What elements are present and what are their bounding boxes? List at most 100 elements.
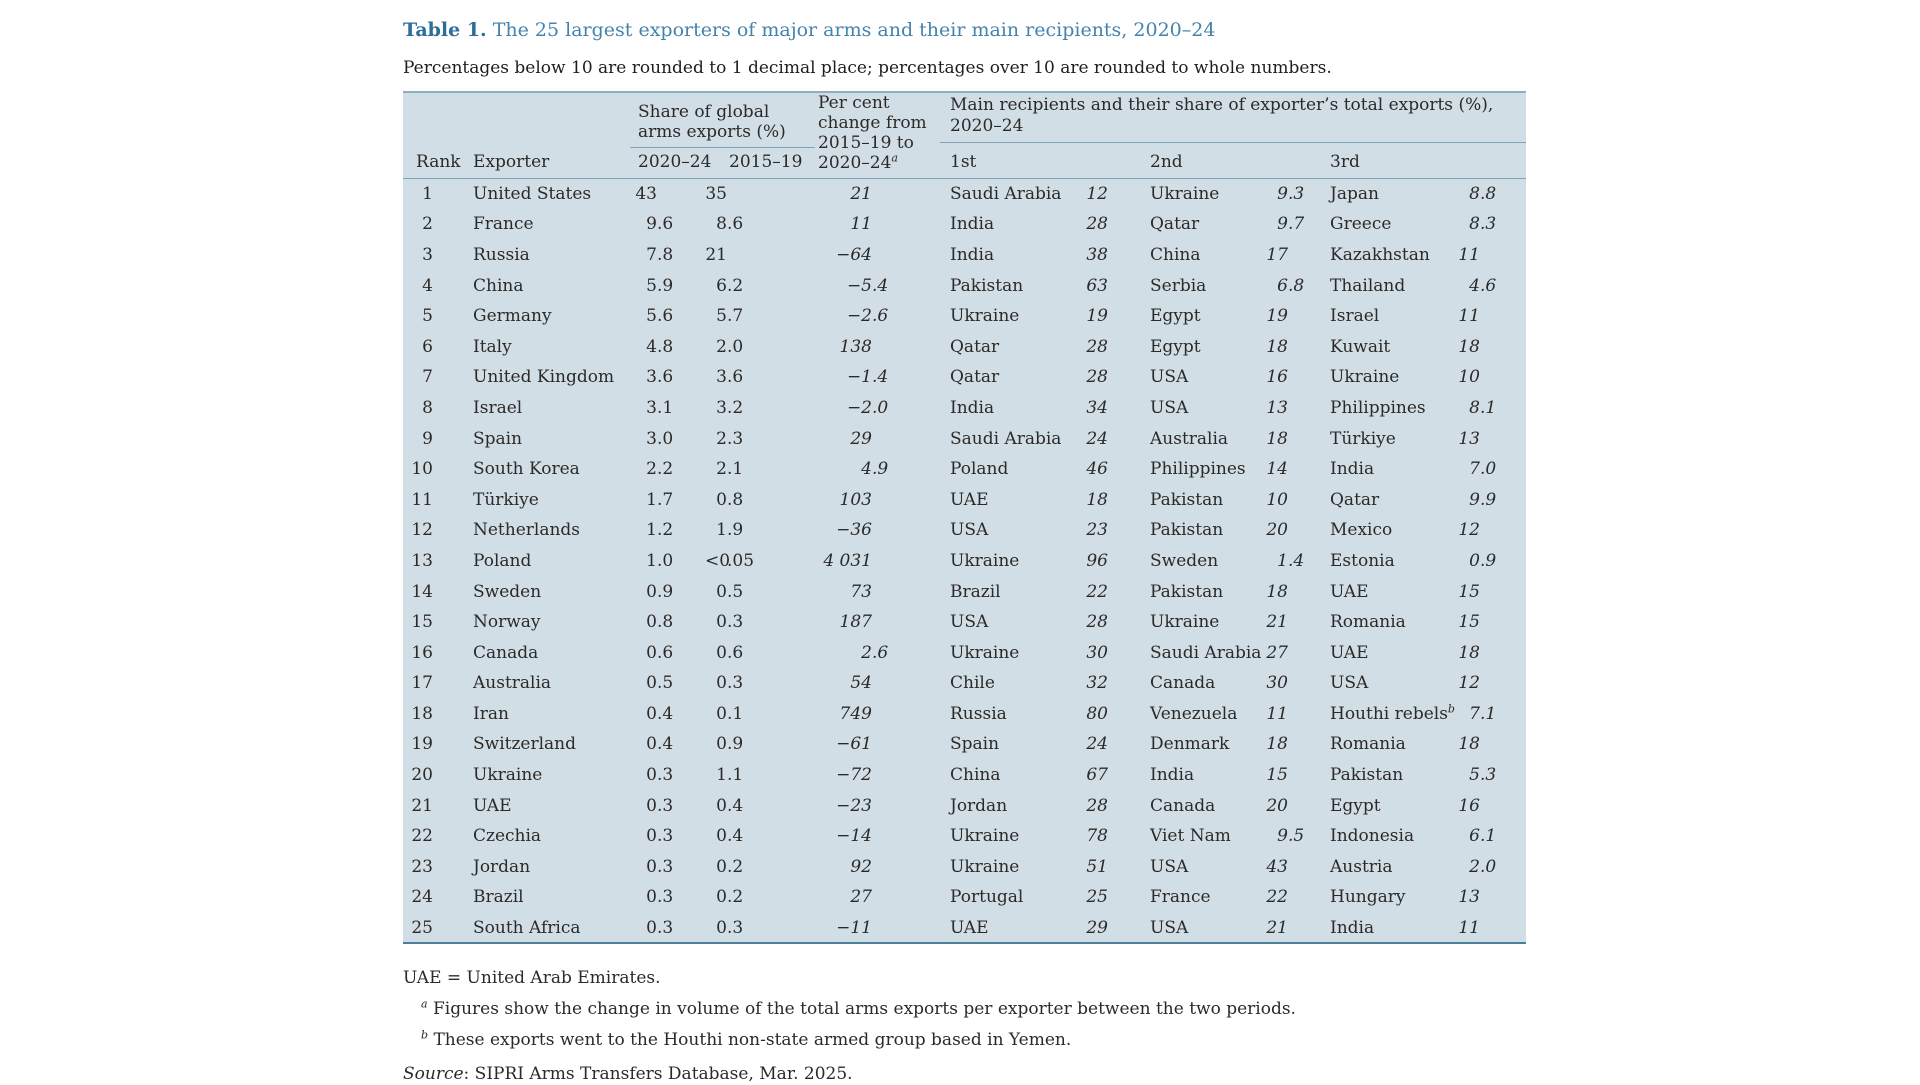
exporter-cell: Italy	[473, 336, 512, 357]
recipient-1-name-cell: Chile	[950, 673, 995, 694]
recipient-3-name-cell: Türkiye	[1330, 428, 1396, 449]
recipient-2-share-cell: 18	[1266, 336, 1288, 357]
recipient-1-share-cell: 19	[1086, 306, 1108, 327]
share-2015-19-cell: 3.2	[716, 397, 744, 418]
share-2015-19-cell: 8.6	[716, 214, 744, 235]
share-2015-19-cell: 0.2	[716, 887, 744, 908]
recipient-2-share-cell: 20	[1266, 520, 1288, 541]
share-2020-24-cell: 0.5	[646, 673, 674, 694]
recipient-1-name-cell: Ukraine	[950, 826, 1020, 847]
share-2015-19-cell: 0.2	[716, 856, 744, 877]
recipient-2-share-cell: 43	[1266, 856, 1288, 877]
recipient-3-name-cell: Indonesia	[1330, 826, 1415, 847]
share-2015-19-cell: 0.1	[716, 703, 744, 724]
rank-cell: 25	[411, 917, 433, 938]
recipient-2-name-cell: Saudi Arabia	[1150, 642, 1262, 663]
group-header-recipients: Main recipients and their share of expor…	[890, 92, 1527, 148]
recipient-3-name-cell: UAE	[1330, 581, 1369, 602]
rank-cell: 8	[422, 397, 433, 418]
recipient-3-share-cell: 10	[1458, 367, 1480, 388]
recipient-1-share-cell: 28	[1086, 336, 1108, 357]
share-2020-24-cell: 3.6	[646, 367, 674, 388]
recipient-3-name-cell: Kazakhstan	[1330, 244, 1430, 265]
arms-exporters-table: Share of global arms exports (%) Per cen…	[403, 91, 1527, 945]
table-row: 23 Jordan 0.3 0.2 92 Ukraine 51 USA 43 A…	[403, 852, 1526, 883]
percent-change-cell: −61	[836, 734, 872, 755]
recipient-1-share-cell: 34	[1086, 397, 1108, 418]
share-2015-19-cell: 0.6	[716, 642, 744, 663]
table-row: 16 Canada 0.6 0.6 2.6 Ukraine 30 Saudi A…	[403, 637, 1526, 668]
exporter-cell: Israel	[473, 397, 523, 418]
recipient-3-share-cell: 8.1	[1469, 397, 1497, 418]
share-2020-24-cell: 7.8	[646, 244, 674, 265]
exporter-cell: Sweden	[473, 581, 542, 602]
recipient-2-name-cell: Ukraine	[1150, 184, 1220, 205]
percent-change-cell: 749	[839, 703, 872, 724]
recipient-2-name-cell: Philippines	[1150, 459, 1246, 480]
rank-cell: 3	[422, 244, 433, 265]
share-2015-19-cell: 0.9	[716, 734, 744, 755]
recipient-3-share-cell: 11	[1458, 306, 1480, 327]
recipient-1-share-cell: 23	[1086, 520, 1108, 541]
rank-cell: 17	[411, 673, 433, 694]
rank-cell: 15	[411, 612, 433, 633]
table-row: 21 UAE 0.3 0.4 −23 Jordan 28 Canada 20 E…	[403, 790, 1526, 821]
recipient-2-name-cell: USA	[1150, 856, 1189, 877]
percent-change-cell: −11	[836, 917, 872, 938]
recipient-3-name-cell: Austria	[1330, 856, 1393, 877]
share-2020-24-cell: 0.4	[646, 734, 674, 755]
percent-change-cell: 27	[850, 887, 872, 908]
recipient-3-name-cell: Ukraine	[1330, 367, 1400, 388]
table-title: Table 1. The 25 largest exporters of maj…	[403, 18, 1526, 42]
recipient-1-share-cell: 30	[1086, 642, 1108, 663]
recipient-2-name-cell: Ukraine	[1150, 612, 1220, 633]
exporter-cell: France	[473, 214, 534, 235]
exporter-cell: Switzerland	[473, 734, 577, 755]
rank-cell: 14	[411, 581, 433, 602]
recipient-1-share-cell: 29	[1086, 917, 1108, 938]
share-2015-19-cell: 0.4	[716, 826, 744, 847]
share-2020-24-cell: 0.6	[646, 642, 674, 663]
recipient-1-share-cell: 78	[1086, 826, 1108, 847]
rank-cell: 20	[411, 765, 433, 786]
recipient-2-name-cell: India	[1150, 765, 1195, 786]
recipient-2-share-cell: 9.7	[1277, 214, 1305, 235]
recipient-3-share-cell: 7.0	[1469, 459, 1497, 480]
rank-cell: 16	[411, 642, 433, 663]
recipient-2-name-cell: Pakistan	[1150, 489, 1224, 510]
recipient-1-name-cell: Pakistan	[950, 275, 1024, 296]
table-row: 7 United Kingdom 3.6 3.6 −1.4 Qatar 28 U…	[403, 362, 1526, 393]
rank-cell: 10	[411, 459, 433, 480]
recipient-1-share-cell: 46	[1086, 459, 1108, 480]
exporter-cell: Jordan	[473, 856, 531, 877]
recipient-1-share-cell: 18	[1086, 489, 1108, 510]
table-row: 18 Iran 0.4 0.1 749 Russia 80 Venezuela …	[403, 699, 1526, 730]
exporter-cell: Iran	[473, 703, 509, 724]
rank-cell: 21	[411, 795, 433, 816]
table-row: 11 Türkiye 1.7 0.8 103 UAE 18 Pakistan 1…	[403, 484, 1526, 515]
table-row: 6 Italy 4.8 2.0 138 Qatar 28 Egypt 18 Ku…	[403, 331, 1526, 362]
recipient-1-name-cell: Saudi Arabia	[950, 428, 1062, 449]
recipient-3-name-cell: Israel	[1330, 306, 1380, 327]
share-2015-19-cell: 0.5	[716, 581, 744, 602]
recipient-1-share-cell: 32	[1086, 673, 1108, 694]
exporter-cell: Ukraine	[473, 765, 543, 786]
rank-cell: 1	[422, 184, 433, 205]
recipient-3-name-cell: Kuwait	[1330, 336, 1391, 357]
percent-change-cell: 103	[839, 489, 872, 510]
recipient-2-name-cell: China	[1150, 244, 1201, 265]
recipient-1-share-cell: 22	[1086, 581, 1108, 602]
recipient-2-share-cell: 15	[1266, 765, 1288, 786]
recipient-3-share-cell: 5.3	[1469, 765, 1497, 786]
recipient-2-share-cell: 1.4	[1277, 550, 1305, 571]
exporter-cell: Norway	[473, 612, 541, 633]
recipient-2-share-cell: 20	[1266, 795, 1288, 816]
recipient-2-share-cell: 18	[1266, 428, 1288, 449]
recipient-2-share-cell: 13	[1266, 397, 1288, 418]
share-2020-24-cell: 5.9	[646, 275, 674, 296]
share-2020-24-cell: 3.1	[646, 397, 674, 418]
percent-change-cell: 92	[850, 856, 872, 877]
rank-cell: 22	[411, 826, 433, 847]
recipient-2-share-cell: 9.3	[1277, 184, 1305, 205]
recipient-1-name-cell: India	[950, 397, 995, 418]
